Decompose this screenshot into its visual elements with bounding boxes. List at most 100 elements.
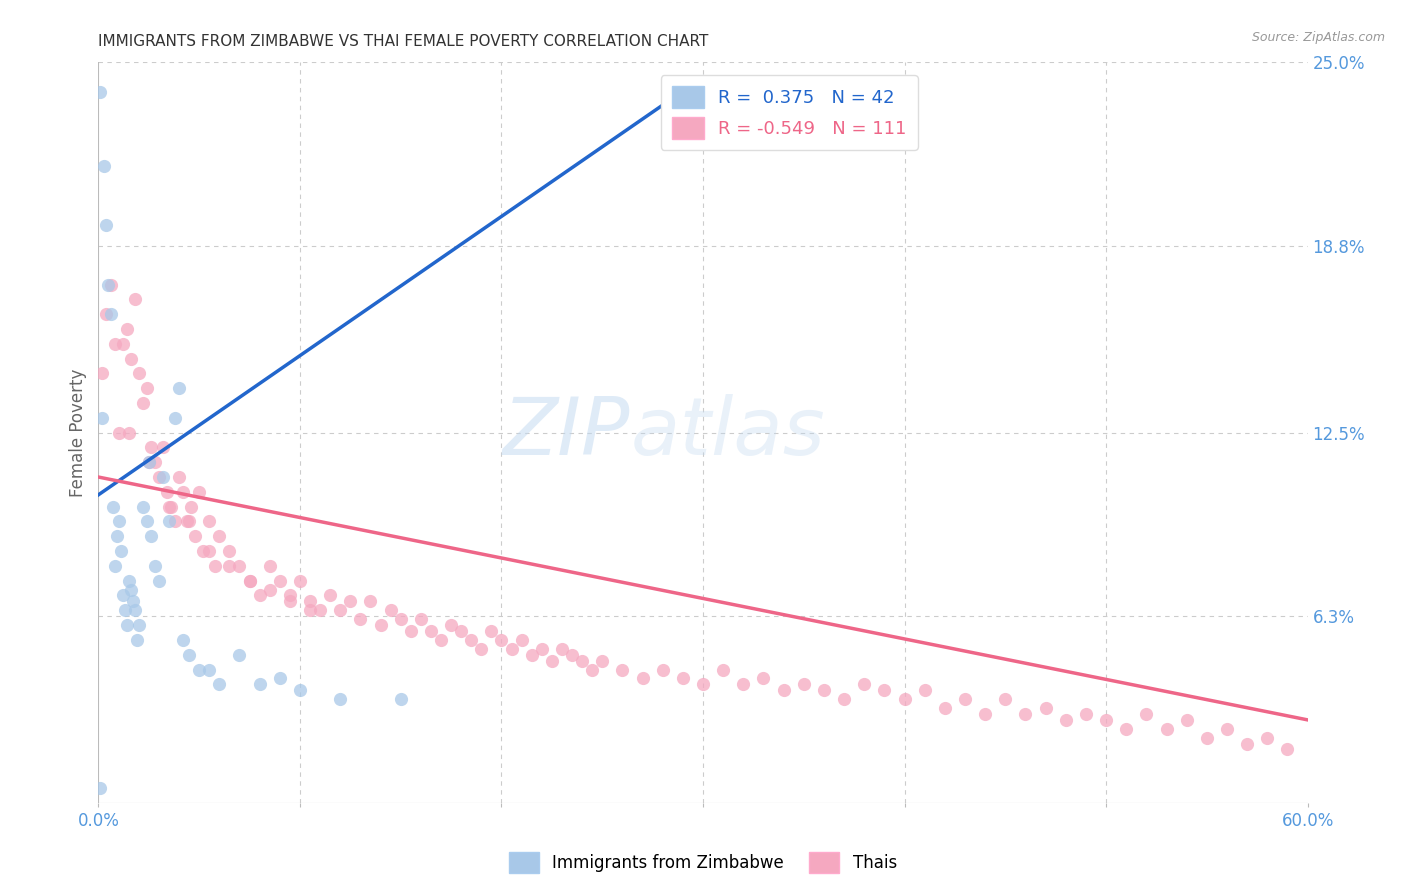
Point xyxy=(370,618,392,632)
Point xyxy=(581,663,603,677)
Point xyxy=(440,618,463,632)
Point xyxy=(239,574,262,588)
Point xyxy=(460,632,482,647)
Y-axis label: Female Poverty: Female Poverty xyxy=(69,368,87,497)
Point xyxy=(733,677,755,691)
Point xyxy=(1054,713,1077,727)
Point xyxy=(278,589,301,603)
Point xyxy=(491,632,513,647)
Point xyxy=(299,603,322,617)
Point xyxy=(672,672,695,686)
Text: Source: ZipAtlas.com: Source: ZipAtlas.com xyxy=(1251,31,1385,45)
Point xyxy=(389,692,412,706)
Point xyxy=(167,470,190,484)
Point xyxy=(128,367,150,381)
Point xyxy=(156,484,179,499)
Point xyxy=(1216,722,1239,736)
Point xyxy=(530,641,553,656)
Point xyxy=(143,455,166,469)
Point xyxy=(118,425,141,440)
Point xyxy=(148,574,170,588)
Point xyxy=(124,293,146,307)
Point xyxy=(934,701,956,715)
Point xyxy=(138,455,160,469)
Point xyxy=(163,515,186,529)
Point xyxy=(107,425,129,440)
Point xyxy=(349,612,371,626)
Point xyxy=(91,410,114,425)
Point xyxy=(107,515,129,529)
Point xyxy=(692,677,714,691)
Point xyxy=(813,683,835,698)
Text: IMMIGRANTS FROM ZIMBABWE VS THAI FEMALE POVERTY CORRELATION CHART: IMMIGRANTS FROM ZIMBABWE VS THAI FEMALE … xyxy=(98,34,709,49)
Point xyxy=(591,654,613,668)
Legend: Immigrants from Zimbabwe, Thais: Immigrants from Zimbabwe, Thais xyxy=(502,846,904,880)
Point xyxy=(152,470,174,484)
Point xyxy=(1074,706,1097,721)
Point xyxy=(974,706,997,721)
Point xyxy=(288,683,311,698)
Point xyxy=(430,632,453,647)
Point xyxy=(309,603,332,617)
Point xyxy=(208,677,231,691)
Point xyxy=(893,692,915,706)
Point xyxy=(160,500,183,514)
Point xyxy=(128,618,150,632)
Point xyxy=(148,470,170,484)
Point xyxy=(179,648,201,662)
Point xyxy=(120,582,142,597)
Point xyxy=(269,672,291,686)
Point xyxy=(114,603,136,617)
Point xyxy=(198,663,221,677)
Point xyxy=(110,544,132,558)
Point xyxy=(105,529,128,543)
Point xyxy=(138,455,160,469)
Point xyxy=(93,159,115,173)
Point xyxy=(259,582,281,597)
Point xyxy=(450,624,472,638)
Point xyxy=(299,594,322,608)
Point xyxy=(135,515,157,529)
Point xyxy=(319,589,342,603)
Point xyxy=(118,574,141,588)
Point xyxy=(339,594,361,608)
Point xyxy=(1277,742,1299,756)
Point xyxy=(239,574,262,588)
Point xyxy=(793,677,815,691)
Point xyxy=(1256,731,1278,745)
Point xyxy=(1095,713,1118,727)
Point xyxy=(420,624,443,638)
Point xyxy=(501,641,523,656)
Point xyxy=(157,500,180,514)
Point xyxy=(96,307,118,321)
Point xyxy=(143,558,166,573)
Point xyxy=(198,515,221,529)
Point xyxy=(249,589,271,603)
Point xyxy=(551,641,574,656)
Point xyxy=(139,529,162,543)
Point xyxy=(115,322,138,336)
Point xyxy=(228,558,250,573)
Point xyxy=(188,484,211,499)
Point xyxy=(873,683,896,698)
Point xyxy=(167,381,190,395)
Point xyxy=(115,618,138,632)
Text: atlas: atlas xyxy=(630,393,825,472)
Point xyxy=(204,558,226,573)
Point xyxy=(772,683,794,698)
Point xyxy=(89,85,111,99)
Point xyxy=(651,663,673,677)
Point xyxy=(510,632,533,647)
Point xyxy=(752,672,775,686)
Point xyxy=(120,351,142,366)
Point xyxy=(278,594,301,608)
Point xyxy=(132,396,155,410)
Point xyxy=(228,648,250,662)
Point xyxy=(832,692,855,706)
Point xyxy=(124,603,146,617)
Point xyxy=(329,692,352,706)
Point xyxy=(135,381,157,395)
Point xyxy=(1014,706,1036,721)
Point xyxy=(218,544,240,558)
Point xyxy=(179,515,201,529)
